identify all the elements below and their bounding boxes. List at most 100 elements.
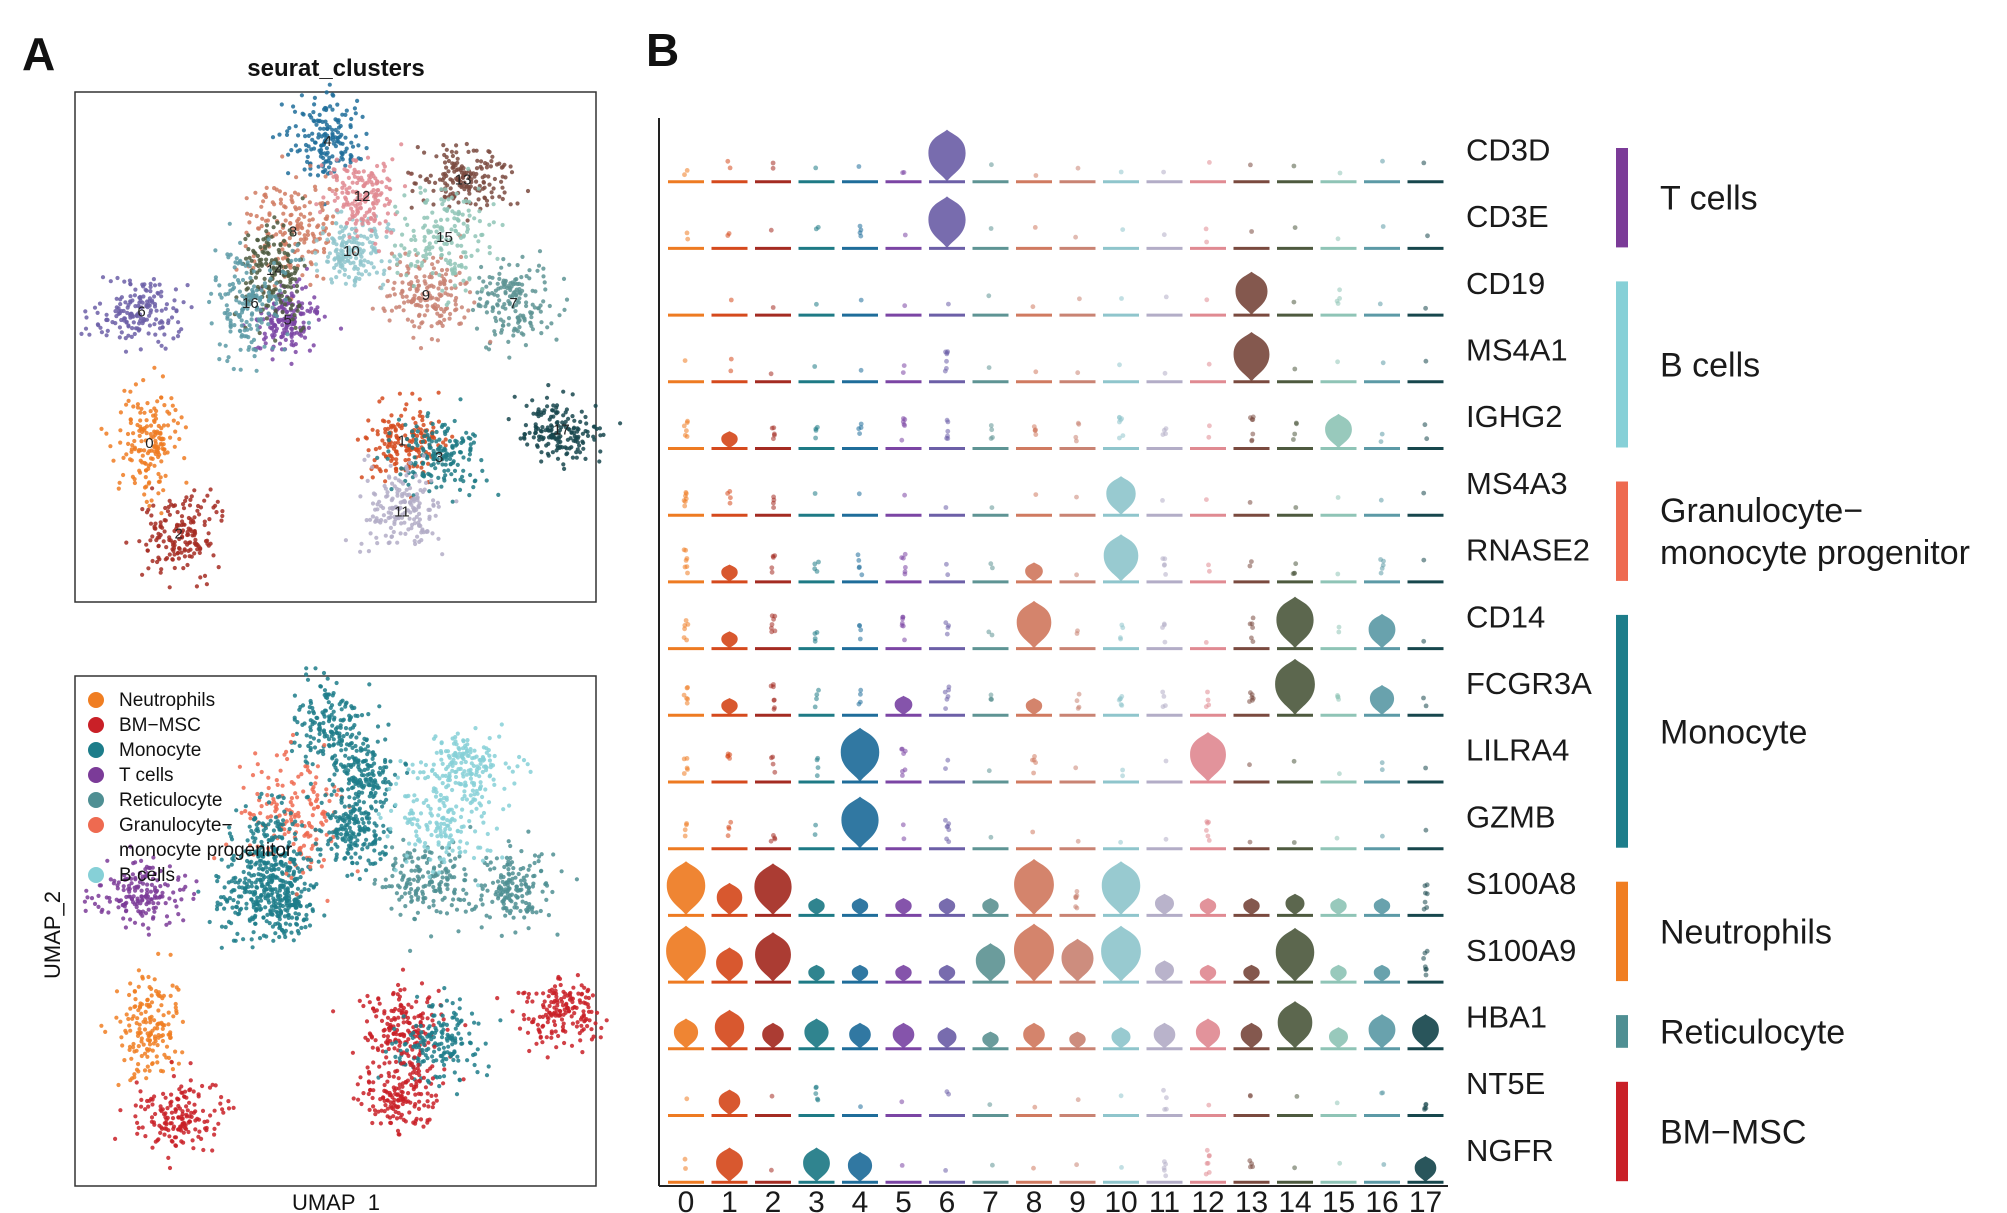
umap-point (342, 272, 347, 277)
umap-point (148, 409, 153, 414)
umap-point (172, 565, 177, 571)
umap-point (169, 1110, 174, 1115)
umap-point (315, 797, 320, 802)
umap-point (232, 265, 237, 270)
umap-point (432, 456, 437, 461)
umap-point (564, 446, 569, 451)
umap-point (272, 260, 277, 266)
umap-point (398, 472, 403, 477)
umap-point (402, 300, 407, 305)
umap-point (129, 449, 134, 454)
umap-point (265, 250, 270, 255)
cluster-6-points (79, 275, 194, 354)
umap-point (420, 296, 425, 301)
umap-point (238, 347, 243, 352)
umap-point (439, 197, 444, 202)
umap-point (387, 431, 392, 436)
umap-point (173, 407, 178, 413)
umap-point (145, 997, 150, 1002)
umap-point (418, 1023, 423, 1029)
umap-point (403, 891, 408, 896)
umap-point (488, 339, 493, 344)
umap-point (421, 422, 426, 428)
umap-point (147, 503, 152, 509)
umap-point (383, 1049, 388, 1054)
umap-point (452, 891, 457, 896)
umap-point (285, 756, 290, 762)
umap-point (297, 743, 302, 749)
umap-point (457, 487, 463, 492)
umap-point (431, 425, 436, 430)
umap-point (539, 331, 544, 336)
umap-point (277, 341, 283, 346)
umap-point (390, 873, 395, 879)
umap-point (287, 236, 292, 241)
umap-point (184, 480, 189, 485)
umap-point (387, 178, 392, 183)
umap-point (284, 309, 290, 314)
umap-point (305, 159, 310, 164)
umap-point (570, 392, 575, 397)
umap-point (169, 396, 174, 401)
umap-point (450, 209, 455, 214)
umap-point (136, 448, 142, 453)
umap-point (509, 170, 515, 175)
umap-point (171, 1014, 176, 1019)
umap-point (181, 566, 186, 571)
umap-point (503, 291, 508, 296)
umap-point (489, 190, 494, 195)
umap-point (564, 407, 570, 412)
umap-point (277, 922, 282, 928)
umap-point (554, 337, 559, 342)
umap-point (159, 343, 164, 348)
umap-point (150, 534, 155, 539)
umap-point (281, 238, 287, 243)
umap-point (251, 337, 257, 342)
umap-point (442, 1050, 447, 1055)
umap-point (140, 922, 146, 927)
umap-point (402, 193, 407, 198)
umap-point (274, 326, 279, 331)
umap-point (409, 526, 414, 531)
umap-point (470, 307, 476, 313)
umap-point (302, 335, 308, 340)
umap-point (176, 556, 181, 561)
umap-point (354, 170, 359, 175)
umap-point (415, 429, 420, 434)
umap-point (353, 252, 358, 257)
umap-point (282, 289, 287, 295)
umap-point (179, 415, 184, 420)
umap-point (287, 125, 292, 131)
umap-point (337, 230, 342, 235)
umap-point (315, 268, 320, 273)
umap-point (564, 297, 570, 302)
umap-point (181, 506, 187, 511)
umap-point (349, 116, 354, 122)
umap-point (246, 347, 251, 352)
umap-point (313, 841, 318, 846)
umap-point (508, 164, 513, 169)
cluster-label-3: 3 (435, 449, 443, 466)
umap-point (455, 156, 460, 161)
umap-point (519, 849, 524, 854)
umap-point (122, 388, 127, 393)
umap-point (161, 442, 166, 447)
umap-point (331, 141, 336, 146)
umap-point (535, 443, 540, 448)
umap-point (429, 478, 434, 483)
umap-point (490, 154, 495, 159)
umap-point (362, 258, 367, 263)
umap-point (115, 886, 120, 891)
umap-point (139, 1097, 144, 1102)
umap-point (169, 1121, 174, 1126)
umap-point (451, 897, 456, 902)
umap-point (158, 431, 163, 436)
umap-point (573, 437, 578, 442)
umap-point (541, 274, 546, 279)
umap-point (313, 827, 318, 832)
umap-point (310, 705, 315, 711)
umap-point (278, 910, 283, 915)
umap-point (146, 926, 151, 931)
umap-point (383, 479, 388, 484)
